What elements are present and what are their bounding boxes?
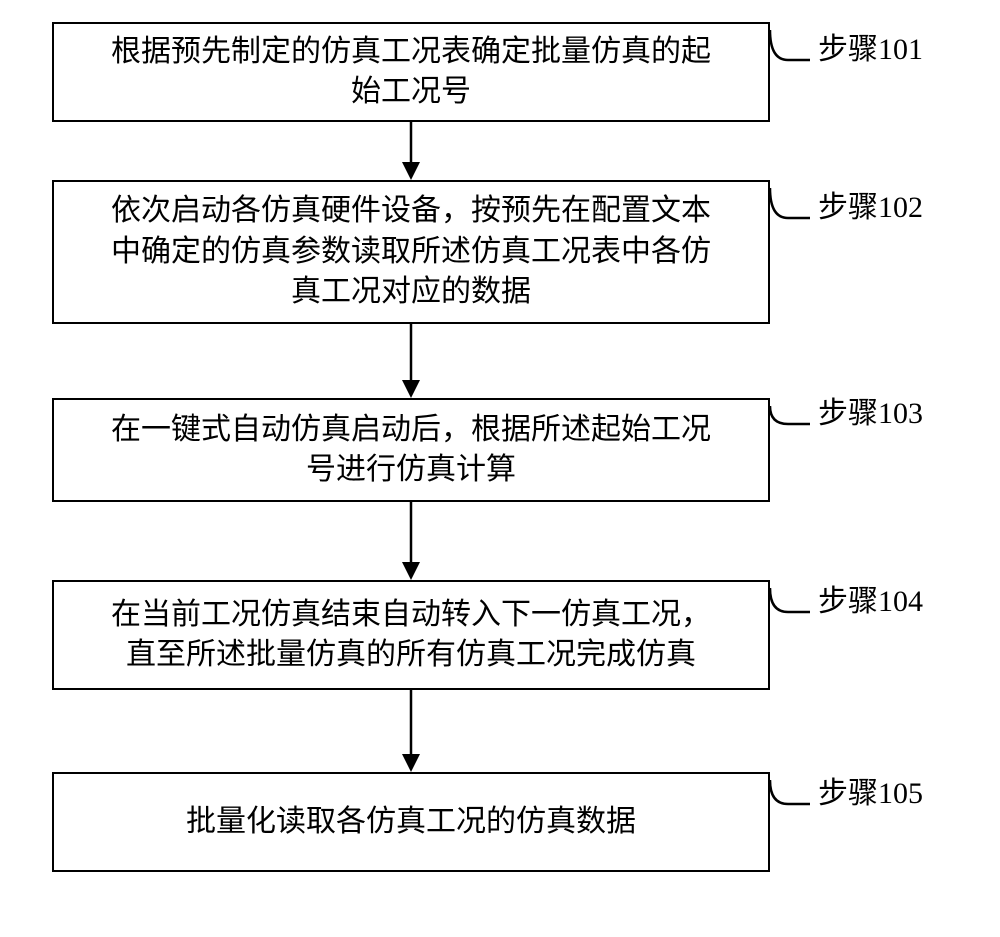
flow-step-text: 根据预先制定的仿真工况表确定批量仿真的起 始工况号: [111, 32, 711, 113]
flow-step-s104: 在当前工况仿真结束自动转入下一仿真工况， 直至所述批量仿真的所有仿真工况完成仿真: [52, 580, 770, 690]
flow-step-s101: 根据预先制定的仿真工况表确定批量仿真的起 始工况号: [52, 22, 770, 122]
flow-step-text: 在当前工况仿真结束自动转入下一仿真工况， 直至所述批量仿真的所有仿真工况完成仿真: [111, 595, 711, 676]
step-label-s101: 步骤101: [818, 24, 923, 68]
flowchart-canvas: 根据预先制定的仿真工况表确定批量仿真的起 始工况号 步骤101 依次启动各仿真硬件设…: [0, 0, 1000, 937]
flow-step-s103: 在一键式自动仿真启动后，根据所述起始工况 号进行仿真计算: [52, 398, 770, 502]
step-label-s102: 步骤102: [818, 182, 923, 226]
flow-step-text: 批量化读取各仿真工况的仿真数据: [186, 802, 636, 843]
step-label-s103: 步骤103: [818, 388, 923, 432]
flow-step-text: 依次启动各仿真硬件设备，按预先在配置文本 中确定的仿真参数读取所述仿真工况表中各…: [111, 191, 711, 313]
flow-step-s102: 依次启动各仿真硬件设备，按预先在配置文本 中确定的仿真参数读取所述仿真工况表中各…: [52, 180, 770, 324]
flow-step-text: 在一键式自动仿真启动后，根据所述起始工况 号进行仿真计算: [111, 410, 711, 491]
step-label-s104: 步骤104: [818, 576, 923, 620]
step-label-s105: 步骤105: [818, 768, 923, 812]
flow-step-s105: 批量化读取各仿真工况的仿真数据: [52, 772, 770, 872]
